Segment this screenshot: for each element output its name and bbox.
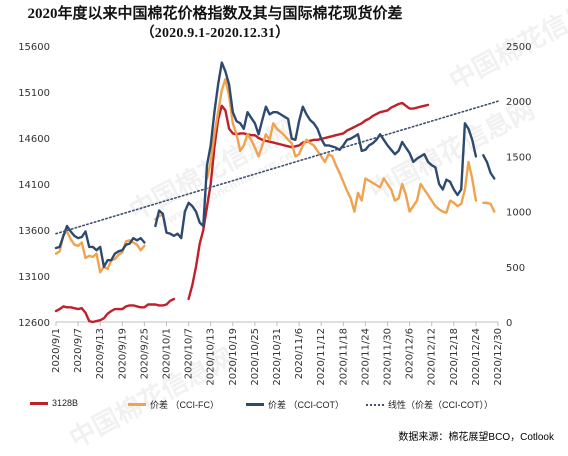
x-tick-label: 2020/9/7 xyxy=(73,328,84,373)
series-line-cci-cot xyxy=(54,224,146,268)
x-tick-label: 2020/11/6 xyxy=(294,328,305,379)
legend-swatch-3128b xyxy=(30,401,48,405)
left-tick-label: 14100 xyxy=(18,180,50,191)
legend-item-cci-fc: 价差 （CCI-FC） xyxy=(128,398,219,411)
x-tick-label: 2020/11/30 xyxy=(383,328,394,386)
x-tick-label: 2020/10/1 xyxy=(162,328,173,379)
x-tick-label: 2020/10/25 xyxy=(250,328,261,386)
left-tick-label: 15600 xyxy=(18,42,50,53)
chart-svg: 12600 13100 13600 14100 14600 15100 15600 0 500… xyxy=(18,42,531,386)
right-tick-label: 2000 xyxy=(506,97,531,108)
x-axis: 2020/9/1 2020/9/7 2020/9/13 2020/9/19 2020/9… xyxy=(51,322,504,386)
series-line-cci-cot xyxy=(154,61,478,240)
x-tick-label: 2020/12/18 xyxy=(449,328,460,386)
x-tick-label: 2020/10/31 xyxy=(272,328,283,386)
left-tick-label: 15100 xyxy=(18,88,50,99)
legend-item-cci-cot: 价差 （CCI-COT） xyxy=(246,398,344,411)
legend-label-trend: 线性（价差（CCI-COT）） xyxy=(388,400,493,410)
series-line-cci-fc xyxy=(482,201,496,213)
x-tick-label: 2020/9/13 xyxy=(95,328,106,379)
right-axis: 0 500 1000 1500 2000 2500 xyxy=(506,42,531,329)
left-tick-label: 13600 xyxy=(18,226,50,237)
x-tick-label: 2020/11/18 xyxy=(338,328,349,386)
legend: 3128B 价差 （CCI-FC） 价差 （CCI-COT） 线性（价差（CCI… xyxy=(0,398,568,414)
legend-swatch-trend xyxy=(366,403,384,406)
x-tick-label: 2020/9/19 xyxy=(117,328,128,379)
right-tick-label: 1000 xyxy=(506,208,531,219)
chart-title: 2020年度以来中国棉花价格指数及其与国际棉花现货价差 xyxy=(27,6,403,22)
series-line-cci-fc xyxy=(205,77,478,214)
x-tick-label: 2020/12/24 xyxy=(471,328,482,386)
series-trendline-cci-cot xyxy=(55,100,499,235)
legend-label-3128b: 3128B xyxy=(52,398,79,408)
left-tick-label: 13100 xyxy=(18,272,50,283)
left-axis: 12600 13100 13600 14100 14600 15100 15600 xyxy=(18,42,50,329)
x-tick-label: 2020/11/24 xyxy=(360,328,371,386)
right-tick-label: 2500 xyxy=(506,42,531,53)
legend-swatch-cci-cot xyxy=(246,403,264,406)
right-tick-label: 0 xyxy=(506,318,512,329)
left-tick-label: 14600 xyxy=(18,134,50,145)
x-tick-label: 2020/10/19 xyxy=(228,328,239,386)
x-tick-label: 2020/9/25 xyxy=(139,328,150,379)
legend-swatch-cci-fc xyxy=(128,403,146,406)
chart-subtitle: （2020.9.1-2020.12.31） xyxy=(140,26,290,41)
x-tick-label: 2020/12/12 xyxy=(427,328,438,386)
legend-item-3128b: 3128B xyxy=(30,398,78,408)
legend-item-trend: 线性（价差（CCI-COT）） xyxy=(366,398,493,411)
x-tick-label: 2020/9/1 xyxy=(51,328,62,373)
x-tick-label: 2020/10/7 xyxy=(184,328,195,379)
series-line-cci-cot xyxy=(482,154,496,180)
x-tick-label: 2020/12/6 xyxy=(405,328,416,379)
series-line-cci-fc xyxy=(54,230,146,274)
series-line-3128b xyxy=(54,297,176,324)
x-tick-label: 2020/10/13 xyxy=(206,328,217,386)
series-line-3128b xyxy=(187,101,430,301)
left-tick-label: 12600 xyxy=(18,318,50,329)
series-group xyxy=(54,61,499,324)
legend-label-cci-cot: 价差 （CCI-COT） xyxy=(268,400,344,410)
legend-label-cci-fc: 价差 （CCI-FC） xyxy=(150,400,219,410)
x-tick-label: 2020/11/12 xyxy=(316,328,327,386)
data-source: 数据来源：棉花展望BCO，Cotlook xyxy=(398,432,554,443)
right-tick-label: 1500 xyxy=(506,152,531,163)
x-tick-label: 2020/12/30 xyxy=(493,328,504,386)
right-tick-label: 500 xyxy=(506,263,525,274)
